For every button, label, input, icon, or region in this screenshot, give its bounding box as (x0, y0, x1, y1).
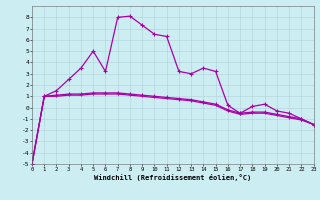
X-axis label: Windchill (Refroidissement éolien,°C): Windchill (Refroidissement éolien,°C) (94, 174, 252, 181)
